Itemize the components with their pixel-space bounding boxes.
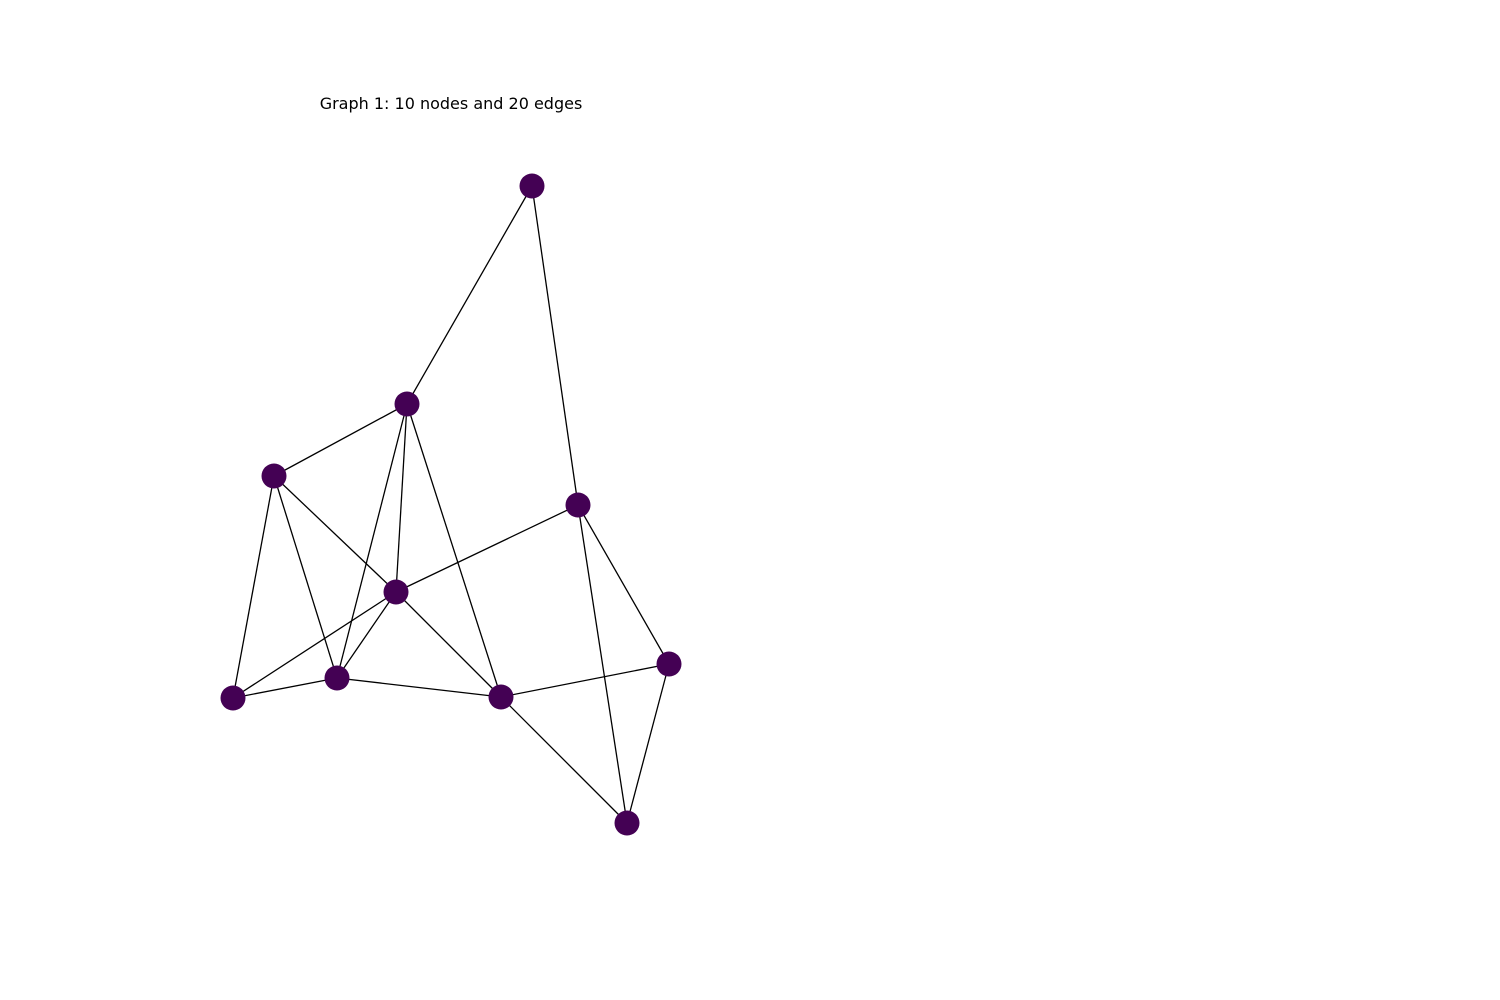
graph-edge — [336, 591, 397, 679]
graph-node — [383, 579, 409, 605]
graph-edge — [232, 677, 338, 699]
graph-node — [220, 685, 246, 711]
graph-edge — [232, 591, 397, 699]
graph-edge — [626, 663, 670, 824]
nodes-layer — [220, 173, 682, 836]
graph-node — [565, 492, 591, 518]
graph-edge — [273, 403, 408, 477]
graph-node — [394, 391, 420, 417]
graph-edge — [577, 504, 628, 824]
graph-node — [519, 173, 545, 199]
graph-node — [261, 463, 287, 489]
edges-layer — [232, 185, 670, 824]
graph-edge — [500, 663, 670, 698]
graph-edge — [273, 475, 338, 679]
graph-edge — [531, 185, 579, 506]
graph-edge — [336, 677, 502, 698]
graph-edge — [500, 696, 628, 824]
graph-edge — [406, 185, 533, 405]
graph-edge — [577, 504, 670, 665]
graph-title: Graph 1: 10 nodes and 20 edges — [319, 94, 583, 113]
graph-edge — [395, 504, 579, 593]
graph-node — [614, 810, 640, 836]
graph-edge — [395, 591, 502, 698]
graph-edge — [406, 403, 502, 698]
graph-node — [656, 651, 682, 677]
graph-edge — [395, 403, 408, 593]
graph-edge — [232, 475, 275, 699]
graph-node — [324, 665, 350, 691]
graph-node — [488, 684, 514, 710]
graph-edge — [273, 475, 397, 593]
graph-edge — [336, 403, 408, 679]
